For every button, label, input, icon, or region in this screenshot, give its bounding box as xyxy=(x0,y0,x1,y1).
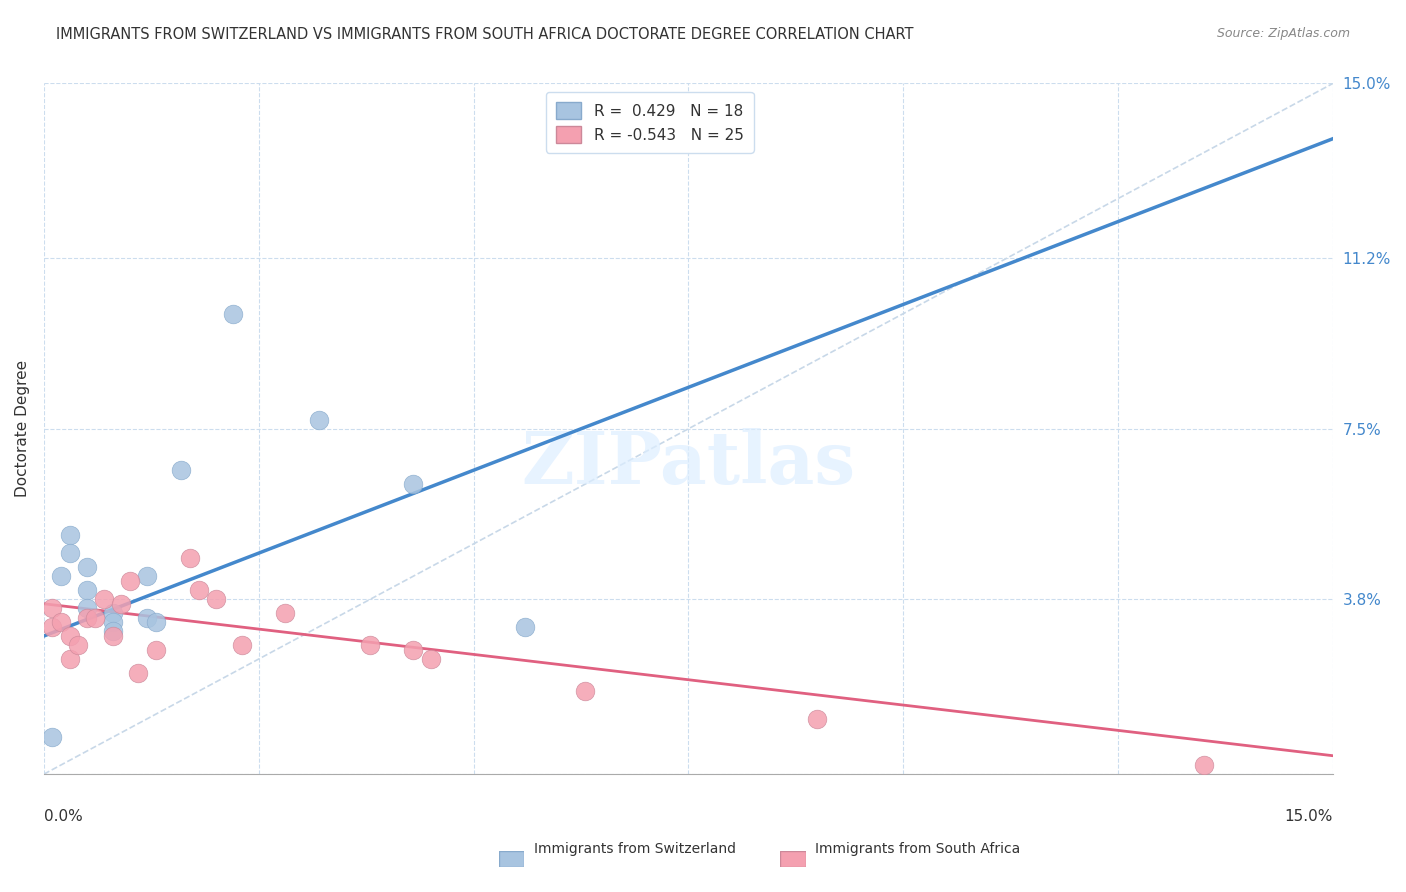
Point xyxy=(101,615,124,630)
Point xyxy=(179,550,201,565)
Point xyxy=(187,582,209,597)
Point xyxy=(110,597,132,611)
Point xyxy=(145,642,167,657)
Text: Immigrants from South Africa: Immigrants from South Africa xyxy=(815,842,1021,856)
Point xyxy=(127,665,149,680)
Point xyxy=(76,601,98,615)
Point xyxy=(204,592,226,607)
Point xyxy=(308,412,330,426)
Point xyxy=(170,463,193,477)
Point xyxy=(222,307,245,321)
Point xyxy=(67,638,90,652)
Point xyxy=(145,615,167,630)
Point xyxy=(359,638,381,652)
Text: 0.0%: 0.0% xyxy=(44,809,83,823)
Point xyxy=(59,546,82,560)
Point xyxy=(41,731,63,745)
Point xyxy=(101,629,124,643)
Point xyxy=(101,624,124,639)
Y-axis label: Doctorate Degree: Doctorate Degree xyxy=(15,360,30,498)
Point xyxy=(136,569,159,583)
Point xyxy=(231,638,253,652)
Point xyxy=(93,592,115,607)
Point xyxy=(76,582,98,597)
Point xyxy=(59,527,82,541)
Point xyxy=(136,610,159,624)
Point xyxy=(402,642,425,657)
Text: Immigrants from Switzerland: Immigrants from Switzerland xyxy=(534,842,737,856)
Point xyxy=(118,574,141,588)
Point xyxy=(59,629,82,643)
Point xyxy=(574,684,596,698)
Point xyxy=(41,620,63,634)
Point xyxy=(76,560,98,574)
Point xyxy=(76,610,98,624)
Point xyxy=(49,615,72,630)
Text: Source: ZipAtlas.com: Source: ZipAtlas.com xyxy=(1216,27,1350,40)
Text: IMMIGRANTS FROM SWITZERLAND VS IMMIGRANTS FROM SOUTH AFRICA DOCTORATE DEGREE COR: IMMIGRANTS FROM SWITZERLAND VS IMMIGRANT… xyxy=(56,27,914,42)
Point xyxy=(1192,758,1215,772)
Legend: R =  0.429   N = 18, R = -0.543   N = 25: R = 0.429 N = 18, R = -0.543 N = 25 xyxy=(546,92,754,153)
Point xyxy=(273,606,295,620)
Point xyxy=(101,606,124,620)
Point xyxy=(41,601,63,615)
Text: ZIPatlas: ZIPatlas xyxy=(522,428,855,499)
Point xyxy=(49,569,72,583)
Point xyxy=(513,620,536,634)
Text: 15.0%: 15.0% xyxy=(1285,809,1333,823)
Point xyxy=(419,652,441,666)
Point xyxy=(402,477,425,491)
Point xyxy=(84,610,107,624)
Point xyxy=(806,712,828,726)
Point xyxy=(59,652,82,666)
